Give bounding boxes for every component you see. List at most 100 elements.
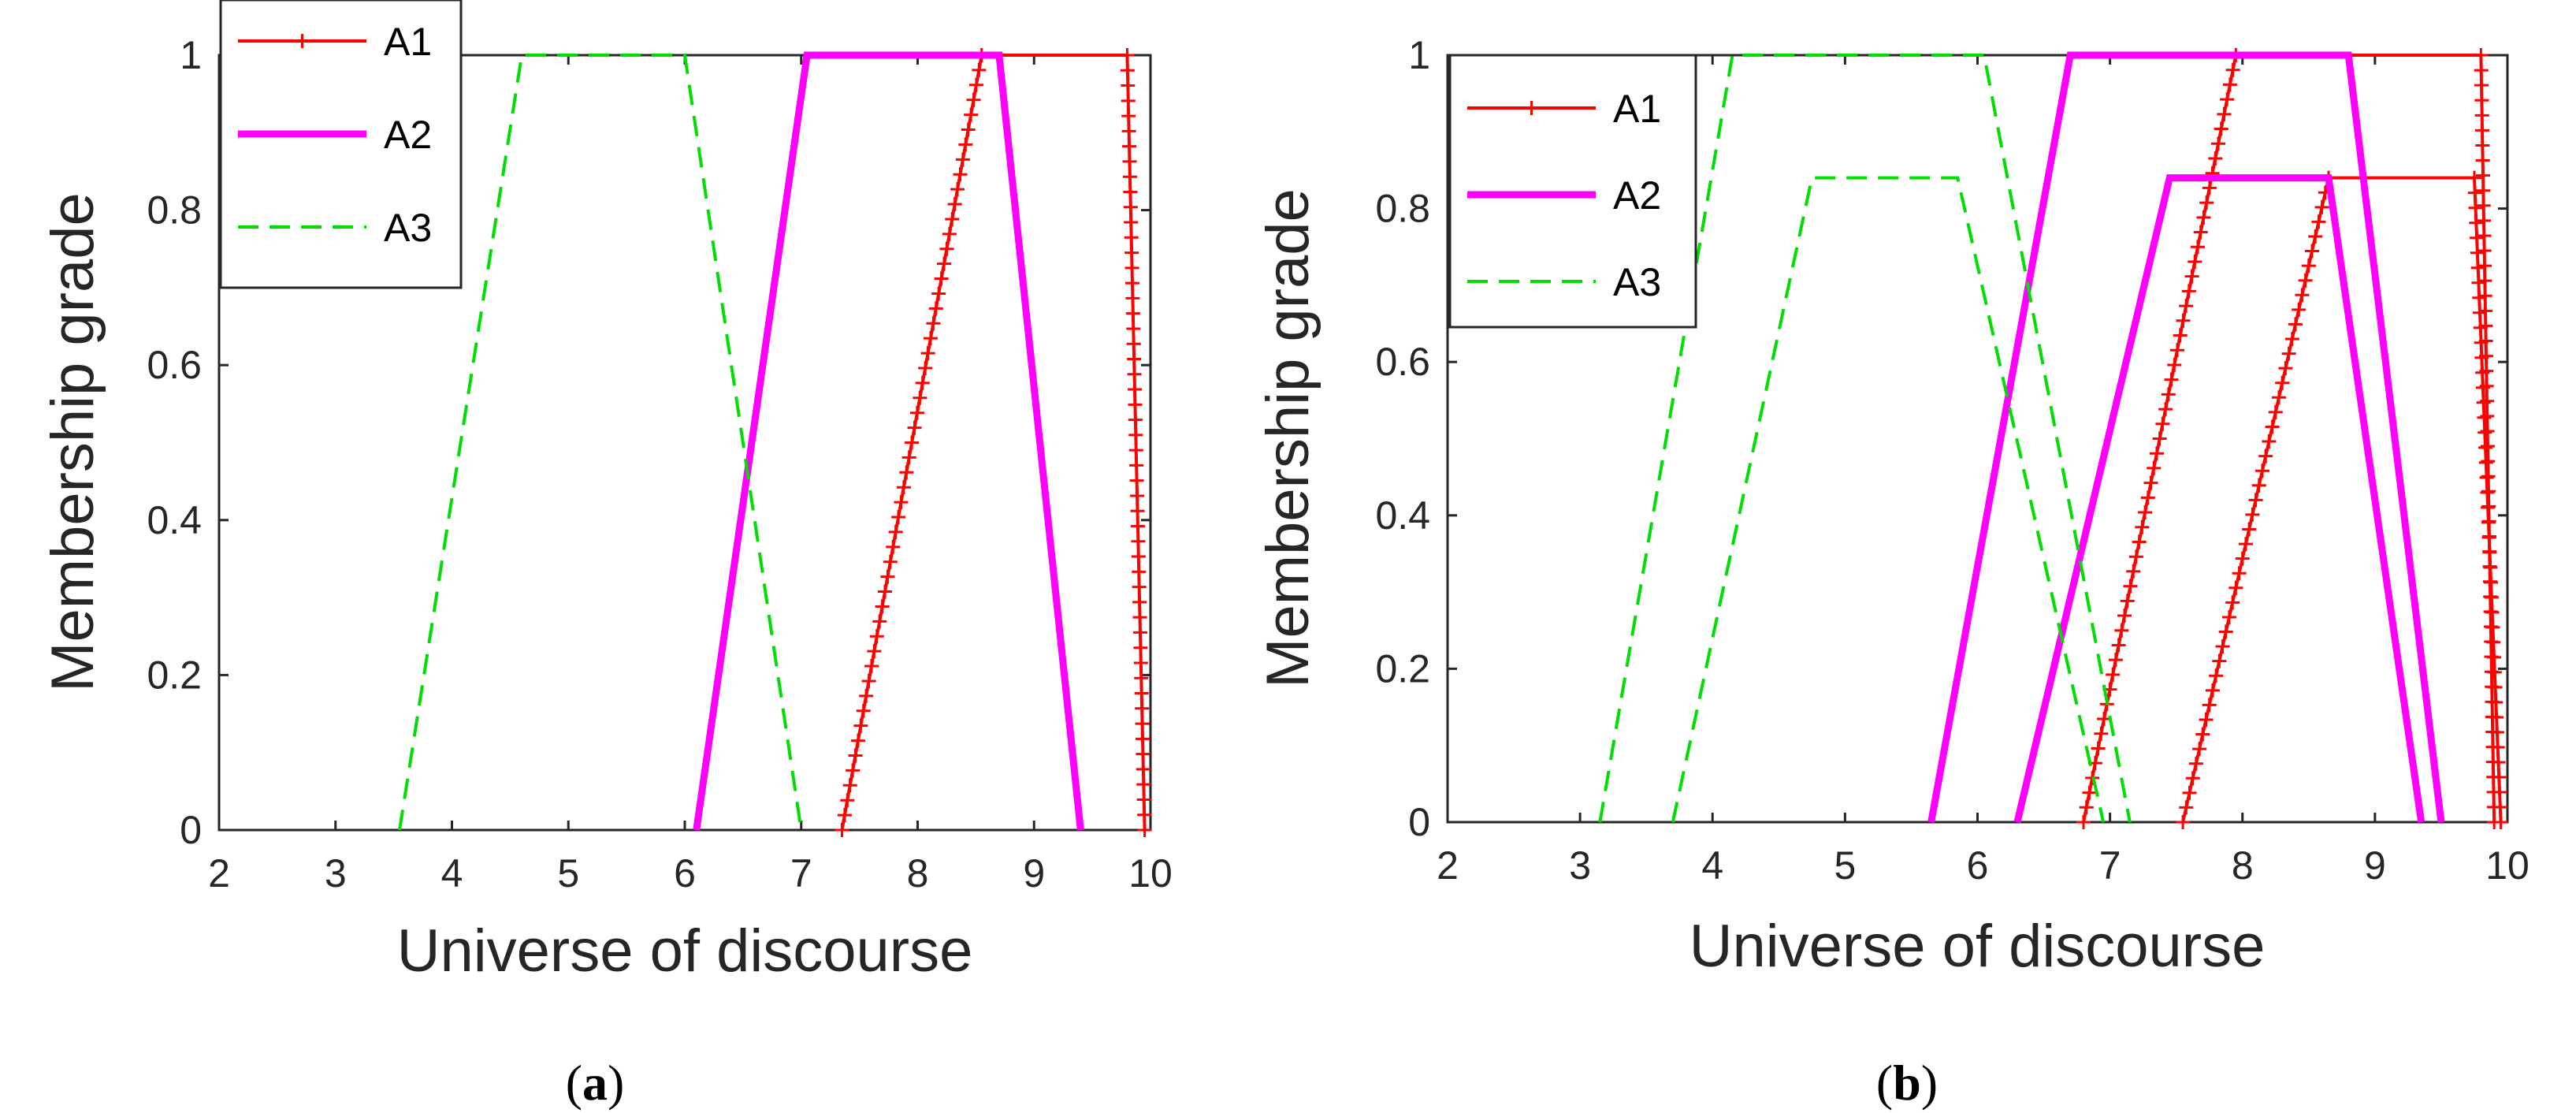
marker-a1-b (2488, 679, 2503, 694)
marker-a1-a (939, 241, 954, 256)
marker-a1-a (1132, 625, 1147, 640)
marker-a1-a (1125, 306, 1140, 321)
marker-a1-a (1130, 488, 1145, 503)
marker-a1-b (2469, 215, 2484, 230)
marker-a1-a (1124, 215, 1139, 230)
marker-a1-b (2135, 519, 2150, 534)
marker-a1-b (2268, 404, 2283, 419)
marker-a1-b (2179, 800, 2194, 815)
marker-a1-a (867, 644, 882, 659)
y-axis-label-b: Membership grade (1255, 188, 1321, 688)
series-group-b (1598, 48, 2508, 829)
marker-a1-b (2155, 416, 2170, 431)
marker-a1-a (920, 346, 935, 361)
marker-a1-a (875, 599, 890, 614)
x-tick-label-a: 5 (557, 851, 579, 895)
marker-a1-a (1134, 671, 1149, 686)
x-tick-label-a: 7 (790, 851, 812, 895)
y-tick-label-a: 0.6 (147, 343, 202, 387)
marker-a1-b (2169, 343, 2184, 358)
x-tick-label-a: 4 (441, 851, 463, 895)
marker-a1-b (2184, 269, 2199, 284)
marker-a1-b (2195, 727, 2210, 742)
marker-a1-b (2225, 62, 2240, 77)
marker-a1-a (1124, 260, 1139, 275)
marker-a1-b (2489, 709, 2504, 724)
marker-a1-a (1133, 640, 1148, 655)
marker-a1-b (2482, 545, 2497, 560)
series-group-a (398, 48, 1152, 837)
marker-a1-b (2305, 244, 2320, 259)
marker-a1-a (915, 375, 930, 390)
marker-a1-a (880, 569, 895, 584)
caption-open-paren-b: ( (1876, 1055, 1893, 1111)
caption-letter-b: b (1893, 1055, 1921, 1111)
x-tick-label-a: 10 (1128, 851, 1173, 895)
caption-close-paren-a: ) (608, 1055, 624, 1111)
marker-a1-b (2181, 284, 2196, 299)
marker-a1-b (2222, 77, 2237, 92)
marker-a1-b (2212, 653, 2227, 668)
marker-a1-a (1127, 367, 1142, 382)
marker-a1-a (1134, 686, 1149, 701)
y-tick-label-b: 0.4 (1375, 493, 1430, 538)
marker-a1-b (2474, 335, 2489, 350)
marker-a1-a (1132, 579, 1147, 594)
marker-a1-a (913, 390, 927, 405)
y-tick-label-a: 1 (180, 33, 202, 77)
marker-a1-b (2140, 490, 2155, 505)
series-line-a2-b (2013, 174, 2425, 824)
x-axis-label-b: Universe of discourse (1689, 913, 2266, 980)
marker-a1-a (901, 450, 916, 465)
marker-a1-a (872, 614, 887, 629)
x-tick-label-b: 7 (2099, 843, 2121, 888)
marker-a1-b (2471, 275, 2486, 290)
marker-a1-a (894, 495, 909, 510)
tick-group-a: 2 3 4 5 6 7 8 9 10 0 0.2 0.4 0.6 0.8 1 (147, 33, 1172, 895)
marker-a1-b (2265, 419, 2280, 434)
marker-a1-b (2475, 153, 2490, 168)
marker-a1-a (937, 256, 952, 271)
marker-a1-b (2288, 317, 2303, 332)
marker-a1-b (2091, 741, 2106, 756)
y-tick-label-b: 0 (1408, 800, 1430, 844)
marker-a1-a (859, 688, 874, 703)
legend-marker-a1-a (295, 34, 310, 48)
marker-a1-a (1130, 504, 1145, 519)
marker-a1-a (1136, 777, 1151, 792)
marker-a1-a (934, 271, 949, 286)
marker-a1-b (2473, 305, 2488, 320)
marker-a1-b (2480, 423, 2495, 438)
marker-a1-b (2292, 302, 2307, 317)
marker-a1-a (1128, 382, 1143, 397)
marker-a1-a (1122, 139, 1137, 154)
marker-a1-b (2476, 168, 2491, 183)
marker-a1-b (2167, 357, 2182, 372)
marker-a1-b (2476, 395, 2491, 410)
x-tick-label-b: 5 (1834, 843, 1856, 888)
marker-a1-b (2486, 635, 2501, 650)
marker-a1-a (1125, 291, 1140, 306)
marker-a1-a (835, 823, 849, 837)
y-tick-label-b: 0.6 (1375, 340, 1430, 384)
marker-a1-b (2228, 580, 2243, 595)
marker-a1-b (2481, 500, 2496, 515)
marker-a1-b (2470, 230, 2485, 245)
marker-a1-b (2120, 594, 2135, 609)
marker-a1-b (2209, 668, 2224, 683)
marker-a1-b (2281, 346, 2296, 361)
marker-a1-b (2076, 815, 2091, 829)
marker-a1-a (1121, 78, 1136, 93)
marker-a1-a (1121, 93, 1136, 108)
marker-a1-b (2254, 463, 2269, 478)
marker-a1-a (1132, 594, 1147, 609)
marker-a1-b (2475, 380, 2490, 395)
marker-a1-b (2126, 564, 2141, 579)
marker-a1-a (947, 197, 962, 212)
marker-a1-b (2474, 93, 2489, 108)
y-tick-label-a: 0.2 (147, 653, 202, 697)
marker-a1-b (2295, 288, 2310, 303)
legend-items-b: A1 A2 A3 (1467, 87, 1661, 304)
marker-a1-b (2192, 742, 2207, 757)
